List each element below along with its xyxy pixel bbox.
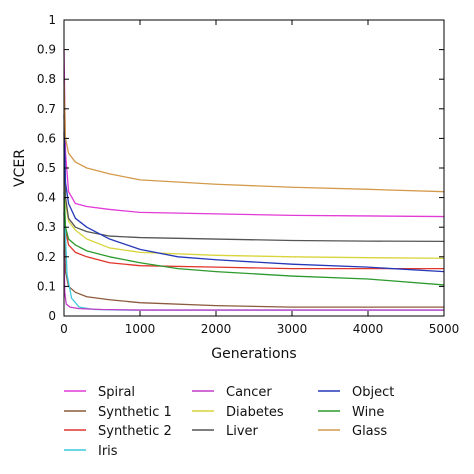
y-tick-label: 0.2 [37,250,56,264]
x-tick-label: 5000 [429,322,460,336]
series-line-synthetic-1 [63,212,444,308]
legend-label-cancer: Cancer [226,385,272,400]
y-tick-label: 1 [48,13,56,27]
plot-frame [63,19,445,317]
y-tick-label: 0.8 [37,72,56,86]
y-tick-label: 0.3 [37,220,56,234]
y-tick-label: 0.7 [37,102,56,116]
x-tick-label: 3000 [277,322,308,336]
legend-label-object: Object [352,385,394,400]
legend-label-iris: Iris [98,444,118,459]
y-tick-label: 0.4 [37,191,56,205]
ticks-layer: 0 1000 2000 3000 4000 5000 0 0.1 0.2 0.3 0.4 0.5 0.6… [37,13,459,336]
y-tick-label: 0 [48,309,56,323]
y-tick-label: 0.5 [37,161,56,175]
x-tick-label: 4000 [353,322,384,336]
series-line-spiral [63,49,445,218]
legend-label-liver: Liver [226,424,259,439]
series-line-synthetic-2 [63,197,444,270]
series-line-liver [63,132,445,243]
legend-label-glass: Glass [352,424,387,439]
series-line-glass [63,79,445,193]
series-layer [63,49,445,311]
y-tick-label: 0.1 [37,279,56,293]
y-axis-title: VCER [12,149,28,187]
series-line-cancer [63,250,444,311]
y-tick-label: 0.9 [37,43,56,57]
legend-label-spiral: Spiral [98,385,135,400]
legend-label-synthetic-1: Synthetic 1 [98,405,172,420]
legend-label-synthetic-2: Synthetic 2 [98,424,172,439]
legend-label-wine: Wine [352,405,384,420]
x-tick-label: 0 [60,322,68,336]
series-line-wine [63,191,445,286]
x-tick-label: 2000 [201,322,232,336]
x-axis-title: Generations [211,346,296,362]
y-tick-label: 0.6 [37,131,56,145]
series-line-object [63,114,445,273]
series-line-iris [63,144,444,311]
x-tick-label: 1000 [125,322,156,336]
legend-label-diabetes: Diabetes [226,405,284,420]
legend: Spiral Synthetic 1 Synthetic 2 Iris Cancer Di… [64,385,394,459]
